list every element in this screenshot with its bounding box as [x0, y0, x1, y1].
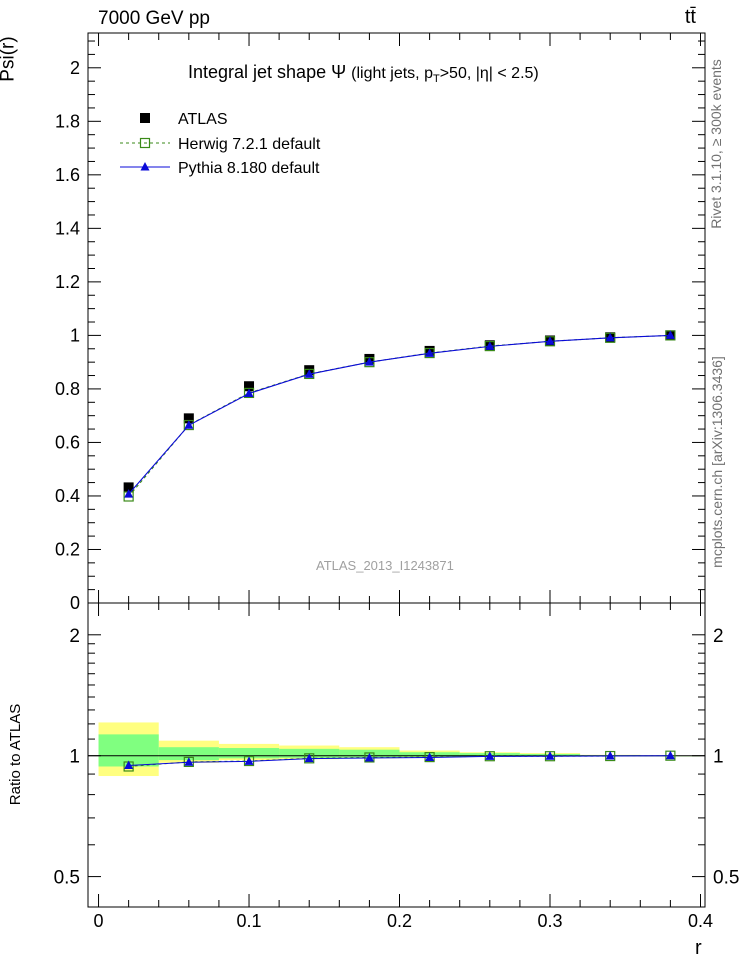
- title-main: Integral jet shape Ψ: [188, 62, 347, 82]
- data-point: [545, 336, 555, 345]
- ratio-point: [665, 750, 675, 760]
- y-tick-label: 1: [69, 747, 80, 768]
- x-tick-label: 0.4: [688, 911, 713, 931]
- watermark: ATLAS_2013_I1243871: [316, 558, 454, 573]
- ratio-panel: 0 0.1 0.2 0.3 0.4 0.5 0.5 1 1 2 2: [54, 602, 739, 931]
- y-tick-label: 1.6: [55, 165, 80, 185]
- y-tick-label: 0.6: [55, 432, 80, 452]
- ratio-point: [124, 760, 134, 770]
- x-tick-label: 0.1: [237, 911, 262, 931]
- energy-label: 7000 GeV pp: [98, 8, 210, 29]
- ratio-point: [244, 756, 254, 765]
- mcplots-label: mcplots.cern.ch [arXiv:1306.3436]: [709, 356, 725, 568]
- title-detail-pre: (light jets, p: [351, 65, 433, 82]
- legend: ATLAS Herwig 7.2.1 default Pythia 8.180 de…: [120, 111, 321, 177]
- data-point: [244, 388, 254, 397]
- y-axis-label-ratio: Ratio to ATLAS: [7, 703, 25, 806]
- series-line: [128, 334, 671, 495]
- data-point: [364, 357, 374, 366]
- y-tick-label: 2: [69, 626, 80, 647]
- y-tick-label-right: 2: [713, 626, 724, 647]
- y-tick-label: 1: [70, 325, 80, 345]
- x-tick-label: 0: [94, 911, 104, 931]
- uncertainty-band-stat: [158, 747, 219, 761]
- ratio-series-pythia: [124, 750, 675, 770]
- title-detail: (light jets, pT>50, |η| < 2.5): [351, 65, 539, 86]
- x-axis-label: r: [695, 937, 702, 959]
- legend-label: Pythia 8.180 default: [178, 160, 320, 177]
- data-point: [485, 341, 495, 350]
- ratio-series-line: [128, 755, 671, 767]
- legend-marker: [140, 113, 150, 123]
- ratio-point: [605, 751, 615, 760]
- plot-title: Integral jet shape Ψ (light jets, pT>50,…: [188, 62, 539, 85]
- data-point: [183, 413, 194, 424]
- legend-entry-atlas: ATLAS: [140, 111, 228, 128]
- legend-marker: [140, 162, 150, 171]
- rivet-label: Rivet 3.1.10, ≥ 300k events: [708, 59, 724, 229]
- ratio-point: [545, 751, 555, 760]
- ratio-point: [485, 751, 495, 760]
- legend-label: ATLAS: [178, 111, 228, 128]
- data-point: [665, 330, 675, 339]
- data-point: [425, 348, 435, 357]
- data-point: [244, 381, 255, 392]
- legend-entry-pythia: Pythia 8.180 default: [120, 160, 320, 177]
- legend-label: Herwig 7.2.1 default: [178, 136, 321, 153]
- ratio-frame: [87, 602, 706, 908]
- main-panel: 0 0.2 0.4 0.6 0.8 1 1.2 1.4 1.6 1.8 2: [55, 32, 706, 613]
- series-atlas: [123, 330, 676, 493]
- y-tick-label: 1.4: [55, 218, 80, 238]
- ratio-point: [304, 753, 314, 763]
- y-tick-label: 0.4: [55, 486, 80, 506]
- legend-entry-herwig: Herwig 7.2.1 default: [120, 136, 321, 153]
- y-tick-label: 0.8: [55, 379, 80, 399]
- process-label: tt̄: [684, 6, 696, 28]
- y-tick-label: 2: [70, 58, 80, 78]
- data-point: [243, 387, 255, 399]
- series-line: [128, 334, 671, 497]
- x-tick-label: 0.2: [387, 911, 412, 931]
- uncertainty-band-stat: [218, 748, 280, 759]
- x-tick-label: 0.3: [537, 911, 562, 931]
- data-point: [123, 482, 134, 493]
- data-point: [605, 332, 615, 342]
- y-tick-label: 0: [70, 593, 80, 613]
- title-detail-sub: T: [432, 73, 440, 86]
- data-point: [124, 489, 134, 498]
- legend-marker: [139, 137, 151, 149]
- y-tick-label-right: 0.5: [713, 868, 739, 889]
- ratio-point: [425, 752, 435, 761]
- y-tick-label: 0.2: [55, 539, 80, 559]
- series-pythia: [124, 330, 675, 498]
- y-tick-label: 1.8: [55, 111, 80, 131]
- y-tick-label-right: 1: [713, 747, 724, 768]
- ratio-point: [364, 752, 374, 762]
- title-detail-post: >50, |η| < 2.5): [439, 65, 539, 82]
- y-tick-label: 0.5: [54, 868, 80, 889]
- y-tick-label: 1.2: [55, 272, 80, 292]
- ratio-point: [184, 757, 194, 766]
- y-axis-label-main: Psi(r): [0, 36, 19, 82]
- data-point: [184, 420, 194, 429]
- data-point: [304, 369, 314, 378]
